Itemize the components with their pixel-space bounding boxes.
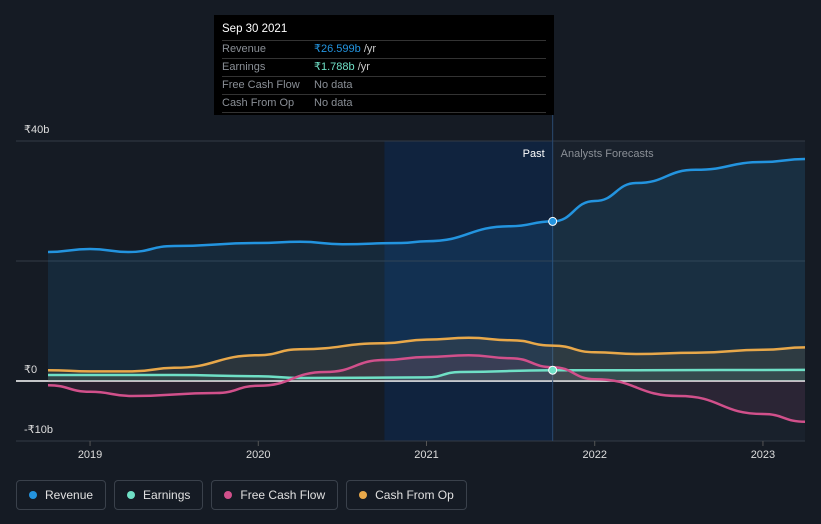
legend-item-revenue[interactable]: Revenue: [16, 480, 107, 510]
x-tick-label: 2020: [246, 449, 270, 461]
past-label: Past: [523, 148, 545, 160]
x-tick-label: 2023: [751, 449, 775, 461]
data-point-marker: [548, 216, 558, 226]
tooltip-row: Earnings ₹1.788b /yr: [222, 59, 546, 77]
y-tick-label: ₹40b: [24, 124, 49, 136]
series-line-cash-from-op: [47, 336, 806, 373]
y-tick-label: ₹0: [24, 364, 37, 376]
x-tick-label: 2019: [78, 449, 102, 461]
tooltip-value: No data: [314, 97, 353, 109]
tooltip-row: Revenue ₹26.599b /yr: [222, 41, 546, 59]
legend-dot-icon: [224, 491, 233, 499]
tooltip-label: Free Cash Flow: [222, 79, 300, 91]
forecast-label: Analysts Forecasts: [561, 148, 654, 160]
legend-dot-icon: [127, 491, 136, 499]
legend-label: Earnings: [143, 488, 191, 502]
legend-item-free-cash-flow[interactable]: Free Cash Flow: [211, 480, 339, 510]
tooltip-row: Free Cash Flow No data: [222, 77, 546, 95]
legend-item-cash-from-op[interactable]: Cash From Op: [346, 480, 467, 510]
series-area-revenue: [48, 159, 805, 381]
tooltip-label: Revenue: [222, 43, 267, 55]
forecast-region: [552, 141, 805, 441]
y-tick-label: -₹10b: [24, 424, 53, 436]
tooltip-label: Cash From Op: [222, 97, 295, 109]
series-area-free-cash-flow: [48, 355, 805, 422]
tooltip-value: ₹1.788b /yr: [314, 61, 370, 73]
data-point-marker: [548, 365, 558, 375]
series-line-revenue: [47, 157, 806, 254]
series-line-earnings: [48, 368, 806, 380]
legend: Revenue Earnings Free Cash Flow Cash From O…: [16, 480, 467, 510]
tooltip-value: ₹26.599b /yr: [314, 43, 377, 55]
chart: ₹40b ₹0 -₹10b 2019 2020 2021 2022 2023 Past Analy…: [16, 115, 806, 461]
legend-dot-icon: [29, 491, 37, 499]
tooltip: Sep 30 2021 Revenue ₹26.599b /yr Earnings ₹…: [214, 15, 554, 115]
tooltip-row: Cash From Op No data: [222, 95, 546, 113]
tooltip-date: Sep 30 2021: [222, 23, 546, 41]
x-tick-label: 2021: [414, 449, 438, 461]
past-highlight-band: [384, 141, 553, 441]
series-area-earnings: [48, 369, 805, 381]
legend-item-earnings[interactable]: Earnings: [114, 480, 204, 510]
legend-label: Revenue: [45, 488, 94, 502]
series-line-free-cash-flow: [47, 353, 806, 424]
tooltip-value: No data: [314, 79, 353, 91]
x-tick-label: 2022: [582, 449, 606, 461]
legend-dot-icon: [359, 491, 368, 499]
legend-label: Cash From Op: [375, 488, 454, 502]
tooltip-label: Earnings: [222, 61, 266, 73]
legend-label: Free Cash Flow: [240, 488, 326, 502]
